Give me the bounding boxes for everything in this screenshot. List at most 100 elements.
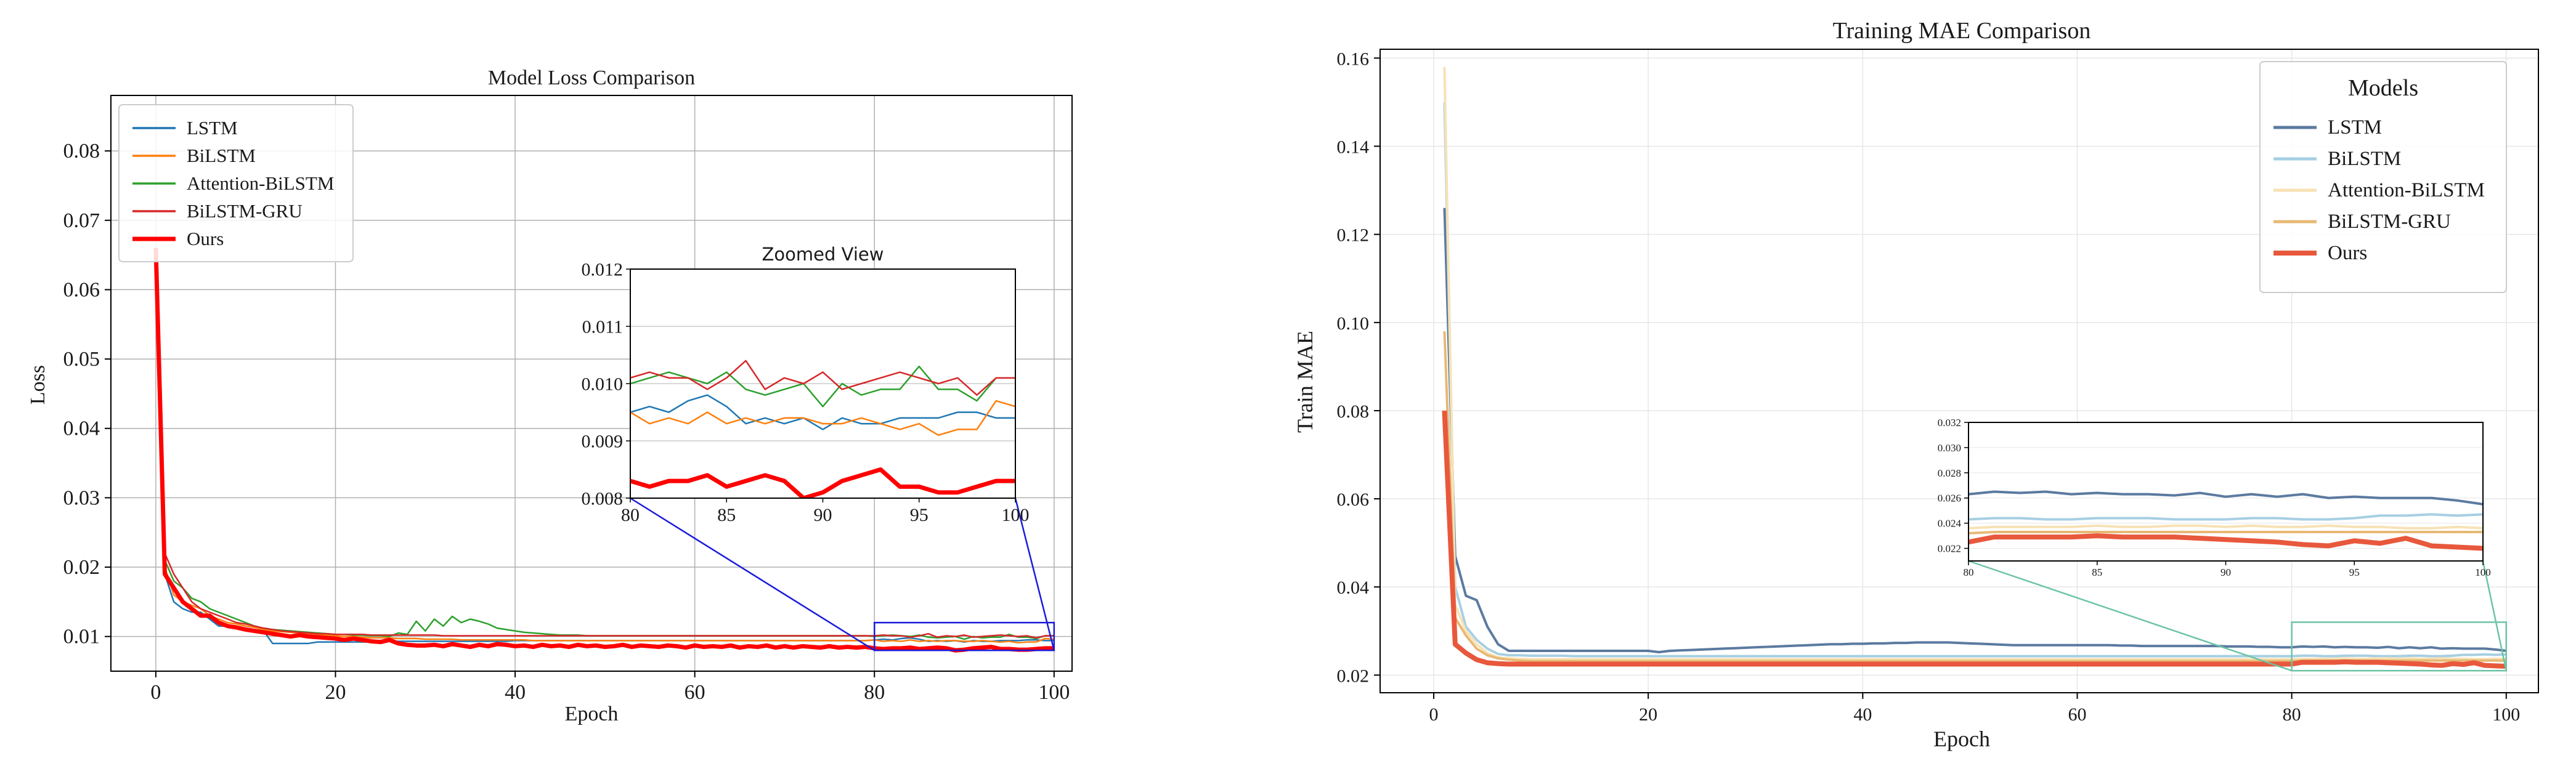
y-tick-label: 0.04 (63, 417, 100, 440)
zoom-indicator (1968, 560, 2508, 672)
inset-series-line (1969, 524, 2483, 530)
inset-x-tick-label: 80 (621, 505, 640, 525)
y-tick-label: 0.10 (1337, 313, 1370, 334)
x-tick-label: 100 (2492, 704, 2520, 725)
legend-title: Models (2348, 75, 2418, 101)
y-tick-label: 0.16 (1337, 49, 1370, 69)
axis-ticks: 0 20 40 60 80 100 0.01 0.02 0.03 0.04 0.05 0.06 0.07… (63, 140, 1070, 704)
x-tick-label: 80 (2283, 704, 2301, 725)
zoom-connector (1968, 560, 2293, 672)
inset-y-tick-label: 0.009 (582, 432, 624, 452)
loss-chart: Model Loss Comparison Epoch Loss 0 20 40 60… (26, 67, 1073, 725)
y-tick-label: 0.08 (63, 140, 100, 163)
x-tick-label: 20 (1639, 704, 1657, 725)
x-tick-label: 40 (1853, 704, 1872, 725)
legend-label: Ours (187, 228, 224, 249)
x-tick-label: 0 (150, 681, 161, 704)
x-tick-label: 20 (325, 681, 346, 704)
inset-x-tick-label: 95 (2349, 566, 2360, 578)
zoom-rect (2291, 621, 2508, 672)
plot-frame (1379, 49, 2539, 693)
inset-x-tick-label: 90 (2220, 566, 2231, 578)
x-axis-label: Epoch (565, 703, 619, 725)
y-tick-label: 0.04 (1337, 578, 1370, 598)
inset-lines (630, 269, 1015, 498)
inset-zoomed-view: 80 85 90 95 100 0.008 0.009 0.010 0.011 0.012 Zoom… (582, 244, 1030, 525)
legend-label: LSTM (187, 117, 238, 139)
y-axis-label: Loss (26, 365, 49, 405)
inset-series-line (1969, 530, 2483, 534)
zoom-connector (2482, 560, 2508, 671)
inset-y-tick-label: 0.022 (1938, 542, 1961, 554)
legend-label: BiLSTM-GRU (187, 200, 303, 222)
series-line-ours (153, 248, 1054, 653)
zoom-connector (1014, 498, 1055, 651)
inset-x-tick-label: 80 (1964, 566, 1974, 578)
inset-y-tick-label: 0.032 (1938, 417, 1961, 429)
legend-label: BiLSTM (2328, 148, 2401, 170)
legend-label: LSTM (2328, 116, 2382, 139)
inset-y-tick-label: 0.008 (582, 489, 624, 509)
x-tick-label: 40 (505, 681, 526, 704)
inset-x-tick-label: 100 (2475, 566, 2491, 578)
inset-series-line (630, 360, 1015, 396)
inset-y-tick-label: 0.030 (1938, 442, 1961, 454)
y-tick-label: 0.05 (63, 348, 100, 371)
x-tick-label: 80 (864, 681, 885, 704)
y-tick-label: 0.03 (63, 486, 100, 509)
series-line-ours (1442, 410, 2506, 669)
legend-box (2259, 61, 2507, 293)
inset-series-line (630, 365, 1015, 408)
y-tick-label: 0.02 (1337, 666, 1370, 686)
x-tick-label: 60 (685, 681, 705, 704)
inset-series-line (630, 467, 1015, 498)
y-tick-label: 0.12 (1337, 225, 1370, 246)
inset-y-tick-label: 0.010 (582, 374, 624, 395)
plot-frame (110, 95, 1073, 672)
legend: Models LSTM BiLSTM Attention-BiLSTM BiLSTM-G… (2259, 61, 2507, 293)
y-tick-label: 0.07 (63, 209, 100, 232)
axis-ticks: 0 20 40 60 80 100 0.02 0.04 0.06 0.08 0.10 0.12 0.14… (1337, 49, 2521, 725)
legend-label: BiLSTM-GRU (2328, 211, 2451, 233)
inset-series-line (1969, 513, 2483, 521)
inset-series-line (630, 394, 1015, 430)
inset-x-tick-label: 90 (814, 505, 832, 525)
y-tick-label: 0.02 (63, 556, 100, 579)
zoom-rect (874, 621, 1055, 651)
mae-chart: Training MAE Comparison Epoch Train MAE … (1293, 18, 2539, 751)
y-tick-label: 0.01 (63, 626, 100, 648)
legend-label: Attention-BiLSTM (2328, 179, 2485, 201)
zoom-indicator (630, 497, 1055, 651)
chart-title: Training MAE Comparison (1833, 18, 2091, 44)
inset-y-tick-label: 0.026 (1938, 493, 1961, 504)
series-line-bilstm-gru (155, 248, 1054, 639)
x-tick-label: 100 (1038, 681, 1070, 704)
x-tick-label: 0 (1429, 704, 1439, 725)
series-line-attention-bilstm (1443, 67, 2506, 661)
y-tick-label: 0.14 (1337, 137, 1370, 157)
inset-x-tick-label: 95 (910, 505, 928, 525)
inset-series-line (1969, 533, 2483, 551)
inset-x-tick-label: 85 (717, 505, 736, 525)
chart-title: Model Loss Comparison (488, 67, 695, 89)
inset-y-tick-label: 0.012 (582, 260, 624, 280)
legend-label: Attention-BiLSTM (187, 172, 334, 194)
series-line-lstm (1443, 208, 2507, 654)
legend-label: BiLSTM (187, 145, 256, 166)
inset-series-line (630, 400, 1015, 436)
zoom-connector (630, 497, 875, 651)
series-line-bilstm (1443, 102, 2506, 658)
x-axis-label: Epoch (1933, 727, 1990, 751)
y-tick-label: 0.06 (63, 278, 100, 301)
inset-lines (1969, 422, 2483, 551)
legend-box (118, 104, 354, 262)
inset-x-tick-label: 100 (1002, 505, 1030, 525)
inset-y-tick-label: 0.024 (1938, 518, 1962, 530)
x-tick-label: 60 (2068, 704, 2086, 725)
legend-label: Ours (2328, 242, 2367, 264)
y-axis-label: Train MAE (1293, 331, 1317, 433)
inset-x-tick-label: 85 (2092, 566, 2102, 578)
inset-series-line (1969, 490, 2483, 506)
y-tick-label: 0.06 (1337, 490, 1370, 510)
series-lines (153, 248, 1054, 653)
